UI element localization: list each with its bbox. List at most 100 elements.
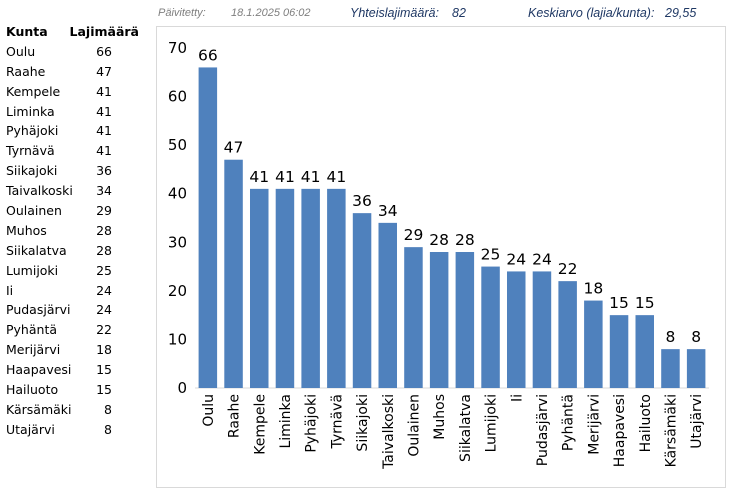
row-municipality: Muhos bbox=[6, 222, 47, 238]
row-municipality: Kärsämäki bbox=[6, 401, 72, 417]
bar bbox=[429, 252, 449, 388]
bar bbox=[404, 247, 423, 388]
chart-area: 0 10 20 30 40 50 60 70 66 Oulu 47 Raahe 41 Kempele 41 L… bbox=[156, 26, 726, 488]
bar bbox=[584, 300, 603, 388]
data-label: 8 bbox=[666, 328, 676, 346]
data-label: 41 bbox=[275, 168, 295, 186]
row-species-count: 28 bbox=[96, 242, 112, 258]
data-label: 28 bbox=[429, 231, 449, 249]
updated-value: 18.1.2025 06:02 bbox=[231, 7, 311, 19]
data-label: 66 bbox=[198, 46, 218, 64]
x-tick-label: Siikajoki bbox=[355, 394, 371, 452]
bar bbox=[686, 349, 706, 388]
table-row: Kempele 41 bbox=[0, 82, 150, 102]
data-label: 24 bbox=[506, 250, 526, 268]
table-row: Utajärvi 8 bbox=[0, 420, 150, 440]
data-label: 47 bbox=[224, 139, 244, 157]
row-species-count: 36 bbox=[96, 163, 112, 179]
row-species-count: 29 bbox=[96, 203, 112, 219]
table-row: Tyrnävä 41 bbox=[0, 141, 150, 161]
data-label: 15 bbox=[609, 294, 629, 312]
table-row: Pyhäjoki 41 bbox=[0, 121, 150, 141]
row-municipality: Merijärvi bbox=[6, 342, 61, 358]
data-label: 36 bbox=[352, 192, 372, 210]
x-tick-label: Lumijoki bbox=[484, 394, 500, 452]
y-tick-label: 0 bbox=[177, 379, 187, 397]
bar bbox=[275, 188, 295, 388]
bar bbox=[249, 188, 269, 388]
total-species-value: 82 bbox=[452, 6, 466, 20]
table-row: Muhos 28 bbox=[0, 221, 150, 241]
row-municipality: Haapavesi bbox=[6, 362, 72, 378]
row-species-count: 41 bbox=[96, 123, 112, 139]
y-tick-label: 70 bbox=[168, 39, 187, 57]
bar bbox=[481, 266, 500, 388]
table-row: Oulainen 29 bbox=[0, 201, 150, 221]
bar bbox=[198, 67, 218, 388]
data-label: 25 bbox=[481, 246, 501, 264]
row-municipality: Kempele bbox=[6, 83, 61, 99]
row-municipality: Tyrnävä bbox=[6, 143, 55, 159]
row-municipality: Siikalatva bbox=[6, 242, 67, 258]
row-species-count: 22 bbox=[96, 322, 112, 338]
row-species-count: 24 bbox=[96, 302, 112, 318]
x-tick-label: Pyhäntä bbox=[561, 394, 577, 451]
y-tick-label: 20 bbox=[168, 282, 187, 300]
row-municipality: Ii bbox=[6, 282, 14, 298]
data-label: 34 bbox=[378, 202, 398, 220]
x-tick-label: Oulainen bbox=[406, 394, 422, 457]
row-species-count: 15 bbox=[96, 382, 112, 398]
row-municipality: Taivalkoski bbox=[6, 183, 73, 199]
row-species-count: 34 bbox=[96, 183, 112, 199]
column-header-species-count: Lajimäärä bbox=[69, 24, 139, 39]
data-label: 28 bbox=[455, 231, 475, 249]
bar bbox=[635, 315, 655, 388]
row-municipality: Utajärvi bbox=[6, 421, 55, 437]
y-tick-label: 50 bbox=[168, 136, 187, 154]
row-species-count: 8 bbox=[104, 401, 112, 417]
row-municipality: Siikajoki bbox=[6, 163, 58, 179]
row-municipality: Hailuoto bbox=[6, 382, 59, 398]
table-row: Merijärvi 18 bbox=[0, 340, 150, 360]
row-species-count: 66 bbox=[96, 43, 112, 59]
row-municipality: Liminka bbox=[6, 103, 55, 119]
data-label: 41 bbox=[301, 168, 321, 186]
row-species-count: 41 bbox=[96, 103, 112, 119]
table-row: Taivalkoski 34 bbox=[0, 181, 150, 201]
bar bbox=[661, 349, 680, 388]
table-row: Haapavesi 15 bbox=[0, 360, 150, 380]
table-row: Ii 24 bbox=[0, 281, 150, 301]
row-municipality: Oulu bbox=[6, 43, 36, 59]
x-tick-label: Ii bbox=[509, 394, 525, 402]
bar bbox=[224, 159, 243, 388]
x-tick-label: Pudasjärvi bbox=[535, 394, 551, 466]
x-tick-label: Muhos bbox=[432, 394, 448, 440]
summary-bar: Päivitetty: 18.1.2025 06:02 Yhteislajimä… bbox=[156, 4, 726, 24]
row-municipality: Pyhäntä bbox=[6, 322, 58, 338]
table-row: Oulu 66 bbox=[0, 42, 150, 62]
data-label: 41 bbox=[249, 168, 269, 186]
table-row: Lumijoki 25 bbox=[0, 261, 150, 281]
bar bbox=[352, 213, 372, 388]
table-row: Pudasjärvi 24 bbox=[0, 300, 150, 320]
x-tick-label: Oulu bbox=[201, 394, 217, 427]
data-label: 15 bbox=[635, 294, 655, 312]
x-tick-label: Kempele bbox=[252, 394, 268, 455]
row-municipality: Oulainen bbox=[6, 203, 62, 219]
row-municipality: Pyhäjoki bbox=[6, 123, 59, 139]
row-species-count: 28 bbox=[96, 222, 112, 238]
x-tick-label: Hailuoto bbox=[638, 394, 654, 452]
table-row: Liminka 41 bbox=[0, 102, 150, 122]
x-tick-label: Pyhäjoki bbox=[304, 394, 320, 453]
x-tick-label: Raahe bbox=[227, 394, 243, 438]
row-species-count: 15 bbox=[96, 362, 112, 378]
average-value: 29,55 bbox=[665, 6, 697, 20]
bar bbox=[378, 222, 398, 388]
table-header: Kunta Lajimäärä bbox=[0, 22, 150, 42]
x-tick-label: Liminka bbox=[278, 394, 294, 449]
average-label: Keskiarvo (lajia/kunta): bbox=[528, 6, 655, 20]
bar bbox=[301, 188, 320, 388]
data-label: 29 bbox=[404, 226, 424, 244]
x-tick-label: Taivalkoski bbox=[381, 394, 397, 470]
x-tick-label: Haapavesi bbox=[612, 394, 628, 467]
